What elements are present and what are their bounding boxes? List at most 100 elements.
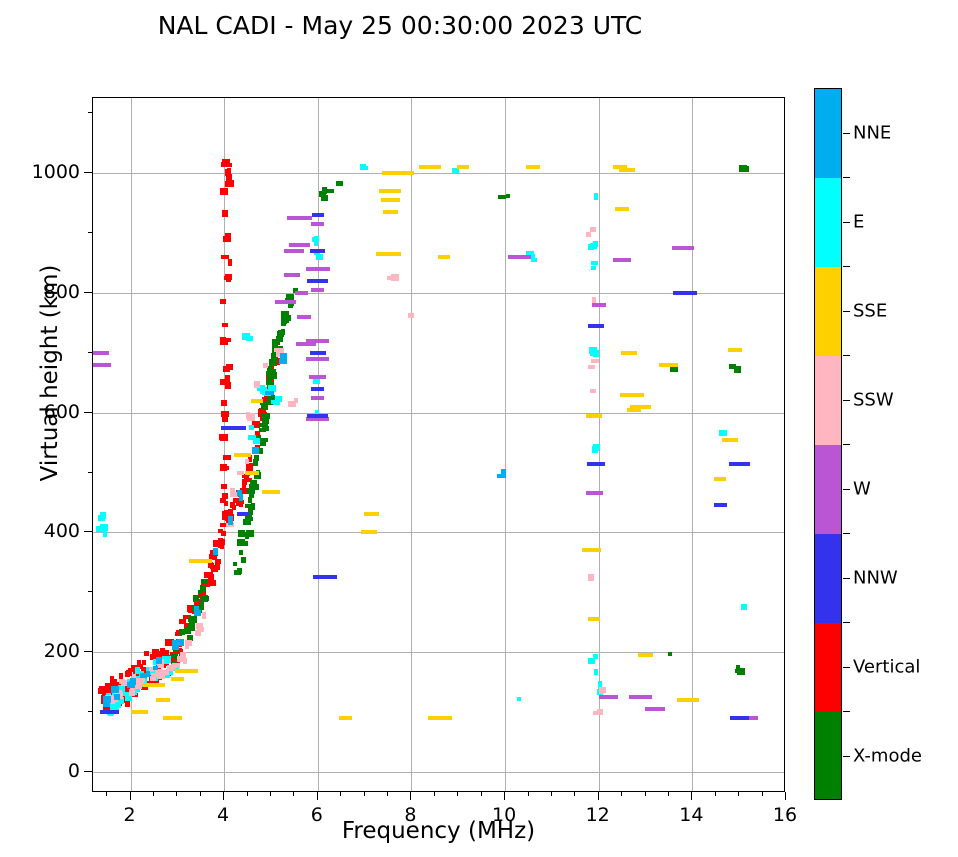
data-point bbox=[314, 235, 319, 242]
data-point bbox=[234, 452, 252, 457]
data-point bbox=[265, 370, 273, 375]
y-tick-label: 0 bbox=[67, 760, 80, 782]
data-point bbox=[173, 652, 178, 660]
data-point bbox=[211, 565, 218, 573]
data-point bbox=[241, 474, 249, 479]
data-point bbox=[721, 437, 738, 442]
data-point bbox=[166, 668, 174, 675]
y-tick-minor bbox=[88, 351, 92, 353]
data-point bbox=[100, 523, 108, 531]
data-point bbox=[220, 399, 227, 406]
data-point bbox=[141, 660, 146, 666]
data-point bbox=[198, 589, 204, 594]
data-point bbox=[124, 670, 130, 677]
x-tick-label: 14 bbox=[679, 804, 704, 826]
data-point bbox=[163, 649, 170, 657]
data-point bbox=[326, 189, 335, 194]
x-tick-minor bbox=[480, 792, 482, 796]
data-point bbox=[587, 658, 595, 665]
data-point bbox=[246, 336, 253, 342]
data-point bbox=[227, 258, 232, 266]
data-point bbox=[629, 695, 653, 700]
data-point bbox=[184, 626, 192, 634]
data-point bbox=[110, 676, 115, 681]
data-point bbox=[257, 384, 266, 391]
data-point bbox=[316, 253, 321, 258]
gridline-horizontal bbox=[93, 292, 784, 294]
data-point bbox=[209, 579, 216, 586]
data-point bbox=[252, 484, 259, 490]
data-point bbox=[722, 430, 727, 436]
data-point bbox=[311, 221, 325, 226]
data-point bbox=[667, 651, 672, 656]
data-point bbox=[236, 499, 245, 504]
data-point bbox=[526, 164, 541, 169]
data-point bbox=[225, 381, 232, 389]
data-point bbox=[195, 629, 202, 636]
data-point bbox=[528, 254, 535, 259]
gridline-horizontal bbox=[93, 772, 784, 773]
data-point bbox=[238, 549, 243, 555]
x-tick-label: 2 bbox=[123, 804, 136, 826]
data-point bbox=[588, 617, 600, 622]
x-tick-minor bbox=[738, 792, 740, 796]
data-point bbox=[99, 710, 119, 715]
data-point bbox=[175, 669, 199, 674]
data-point bbox=[202, 595, 209, 601]
data-point bbox=[221, 411, 230, 418]
data-point bbox=[214, 558, 221, 564]
data-point bbox=[267, 384, 276, 392]
colorbar-label-w: W bbox=[853, 478, 871, 499]
data-point bbox=[589, 350, 598, 357]
colorbar-segment-ssw bbox=[815, 356, 841, 446]
data-point bbox=[103, 529, 108, 537]
x-tick-minor bbox=[457, 792, 459, 796]
data-point bbox=[140, 672, 148, 678]
data-point bbox=[118, 684, 126, 692]
data-point bbox=[407, 312, 414, 318]
data-point bbox=[261, 404, 269, 411]
data-point bbox=[199, 584, 206, 591]
colorbar-segment-sse bbox=[815, 267, 841, 357]
data-point bbox=[272, 400, 280, 406]
data-point bbox=[638, 653, 653, 658]
data-point bbox=[227, 516, 233, 523]
data-point bbox=[266, 395, 275, 402]
data-point bbox=[497, 195, 506, 200]
data-point bbox=[242, 487, 250, 492]
data-point bbox=[213, 548, 219, 556]
y-tick-label: 200 bbox=[43, 640, 80, 663]
colorbar-segment-e bbox=[815, 178, 841, 268]
x-tick-minor bbox=[246, 792, 248, 796]
data-point bbox=[196, 605, 205, 610]
data-point bbox=[253, 454, 259, 461]
data-point bbox=[204, 572, 211, 579]
data-point bbox=[251, 446, 259, 454]
data-point bbox=[592, 653, 598, 659]
data-point bbox=[157, 673, 166, 679]
data-point bbox=[266, 380, 273, 386]
data-point bbox=[530, 258, 537, 263]
colorbar-tick bbox=[843, 310, 850, 312]
data-point bbox=[102, 704, 111, 711]
data-point bbox=[381, 170, 404, 175]
x-tick-minor bbox=[433, 792, 435, 796]
x-tick-label: 6 bbox=[310, 804, 323, 826]
data-point bbox=[187, 635, 194, 642]
data-point bbox=[189, 559, 213, 564]
x-tick-major bbox=[785, 792, 786, 800]
data-point bbox=[590, 261, 598, 266]
data-point bbox=[218, 529, 224, 533]
x-tick-major bbox=[504, 792, 506, 800]
data-point bbox=[247, 414, 256, 422]
data-point bbox=[592, 297, 597, 304]
data-point bbox=[197, 626, 204, 632]
data-point bbox=[149, 676, 156, 682]
data-point bbox=[314, 410, 319, 416]
x-tick-minor bbox=[387, 792, 388, 796]
data-point bbox=[225, 232, 232, 239]
x-tick-minor bbox=[644, 792, 646, 796]
colorbar-label-nnw: NNW bbox=[853, 567, 898, 588]
data-point bbox=[375, 251, 401, 256]
data-point bbox=[247, 497, 252, 503]
